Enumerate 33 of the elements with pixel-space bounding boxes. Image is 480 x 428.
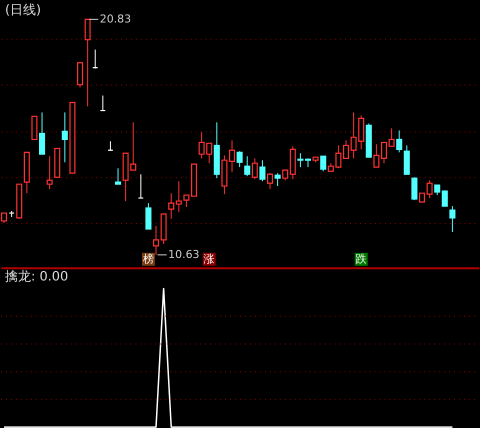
candlestick xyxy=(92,49,98,70)
chart-title: (日线) xyxy=(4,2,42,18)
annotation: 跌 xyxy=(356,252,367,266)
candlestick xyxy=(244,156,250,177)
candlestick xyxy=(274,172,281,187)
candlestick xyxy=(100,95,106,112)
candlestick xyxy=(442,190,448,207)
candlestick xyxy=(434,184,440,196)
candlestick xyxy=(145,202,152,230)
candlestick xyxy=(252,158,258,180)
candlestick xyxy=(46,156,53,190)
annotation: 榜 xyxy=(142,252,154,266)
candlestick xyxy=(39,112,46,155)
candlestick xyxy=(396,130,402,153)
chart-title: 擒龙: 0.00 xyxy=(4,270,68,285)
candlestick xyxy=(449,206,456,232)
candlestick xyxy=(138,174,144,199)
candlestick xyxy=(320,156,326,172)
candlestick xyxy=(77,62,84,88)
candlestick xyxy=(282,170,288,181)
annotation: 20.83 xyxy=(100,12,132,26)
candlestick xyxy=(404,144,410,175)
annotation: 涨 xyxy=(204,252,215,266)
candlestick xyxy=(259,160,266,182)
candlestick xyxy=(107,140,114,151)
candlestick xyxy=(84,18,91,107)
candlestick xyxy=(114,168,122,185)
candlestick xyxy=(62,112,68,163)
candlestick xyxy=(236,150,243,168)
candlestick xyxy=(31,116,38,140)
annotation: 10.63 xyxy=(168,248,200,261)
candlestick xyxy=(411,176,418,201)
candlestick xyxy=(266,172,274,190)
